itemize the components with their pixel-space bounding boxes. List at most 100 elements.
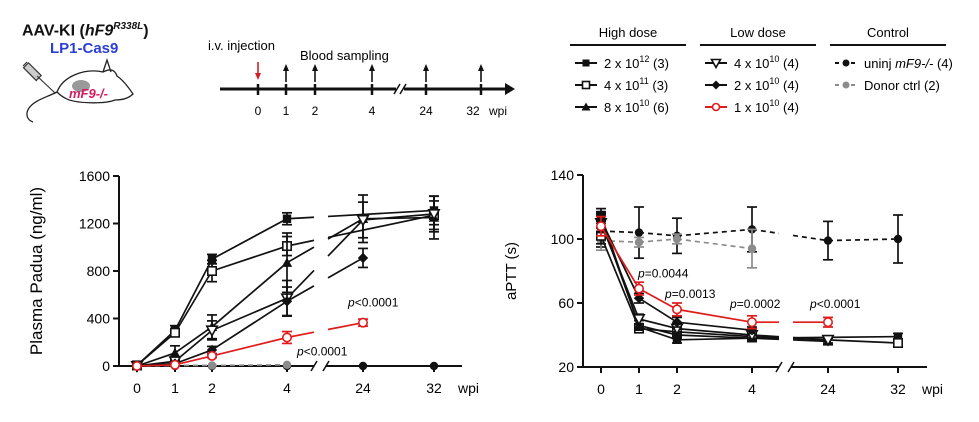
data-point-open-circle (746, 317, 757, 328)
series-line-segment (327, 321, 364, 331)
legend-item-text: uninj (864, 56, 895, 71)
legend-marker-open-inverted-triangle-icon (710, 58, 722, 70)
y-axis-title: Plasma Padua (ng/ml) (27, 187, 46, 355)
series-line-segment (792, 234, 829, 242)
series-line-segment (792, 335, 899, 339)
construct-gene: hF9 (84, 22, 114, 40)
series-line-segment (174, 349, 213, 365)
data-point-open-circle (281, 332, 292, 343)
series-line-segment (638, 297, 678, 323)
legend-marker-filled-triangle-icon (581, 102, 591, 111)
data-point-filled-circle (358, 361, 368, 371)
y-axis-title: aPTT (s) (503, 242, 520, 300)
data-point-filled-diamond (281, 296, 293, 307)
series-line-segment (827, 238, 899, 242)
legend-item-n: (3) (649, 78, 669, 93)
sampling-arrowhead-icon (478, 64, 484, 71)
legend-item-text: 2 x 10 (734, 78, 769, 93)
legend-item-label: 2 x 1010 (4) (734, 76, 799, 93)
legend-item-text: Donor ctrl (864, 78, 920, 93)
data-point-open-inverted-triangle (821, 334, 835, 347)
series-1-x-10-10-4 (596, 215, 833, 330)
series-line-segment (286, 285, 315, 303)
construct-prefix: AAV-KI ( (22, 22, 85, 40)
series-line-segment (327, 257, 364, 279)
series-line-segment (136, 352, 176, 367)
series-line-segment (751, 334, 780, 338)
series-line-segment (327, 214, 435, 239)
data-point-open-inverted-triangle (205, 325, 219, 338)
p-value-annotation: p=0.0013 (664, 287, 716, 301)
legend-item-exponent: 11 (639, 76, 648, 86)
series-line-segment (211, 297, 288, 332)
legend-item-label: 4 x 1010 (4) (734, 54, 799, 71)
p-value-symbol: p (296, 345, 304, 359)
mouse-illustration: mF9-/- (22, 58, 134, 123)
x-tick-label-0: 0 (133, 380, 141, 396)
series-line-segment (676, 238, 753, 250)
x-tick-label-1: 1 (635, 381, 643, 397)
p-value-symbol: p (664, 287, 672, 301)
series-line-segment (638, 324, 678, 336)
series-line-segment (211, 363, 288, 367)
legend-item: 2 x 1010 (4) (705, 76, 799, 93)
series-line-segment (676, 228, 753, 237)
legend-marker-filled-diamond-icon (711, 80, 721, 90)
series-line-segment (638, 318, 678, 330)
x-tick-label-2: 2 (673, 381, 681, 397)
data-point-open-circle (596, 221, 607, 232)
data-point-open-inverted-triangle (356, 214, 370, 227)
p-value-symbol: p (809, 297, 817, 311)
series-line-segment (676, 330, 753, 338)
axis-break-mark-icon (322, 360, 330, 372)
mouse-icon (26, 58, 134, 123)
legend-item-label: Donor ctrl (2) (864, 78, 940, 93)
data-point-open-circle (170, 359, 181, 370)
legend-item-label: 1 x 1010 (4) (734, 98, 799, 115)
series-line-segment (211, 300, 288, 351)
x-tick-label-32: 32 (426, 380, 442, 396)
series-line-segment (174, 329, 213, 362)
p-value-text: <0.0001 (355, 296, 399, 310)
x-tick-label-4: 4 (283, 380, 291, 396)
legend: High dose 2 x 1012 (3) 4 x 1011 (3) 8 x 101… (560, 20, 979, 130)
y-tick-label-20: 20 (558, 359, 574, 375)
series-4-x-10-11-3 (132, 200, 439, 371)
legend-item-italic: mF9-/- (895, 56, 934, 71)
construct-title: AAV-KI (hF9R338L) (22, 21, 149, 40)
legend-item-n: (4) (779, 56, 799, 71)
data-point-filled-circle (282, 360, 292, 370)
sampling-label: Blood sampling (300, 48, 389, 63)
data-point-open-square (207, 266, 218, 277)
series-line-segment (136, 332, 176, 367)
x-tick-label-0: 0 (597, 381, 605, 397)
series-line-segment (174, 326, 213, 354)
series-line-segment (327, 209, 435, 218)
series-line-segment (362, 213, 435, 221)
data-point-filled-square (893, 332, 903, 341)
y-tick-label-100: 100 (551, 231, 575, 247)
data-point-filled-circle (207, 361, 217, 370)
series-line-segment (211, 262, 288, 328)
data-point-filled-triangle (281, 257, 293, 267)
legend-item: 1 x 1010 (4) (705, 98, 799, 115)
sampling-arrowhead-icon (423, 64, 429, 71)
series-line-segment (286, 216, 315, 220)
p-value-text: <0.0001 (304, 345, 348, 359)
legend-marker-filled-circle-icon (842, 59, 850, 67)
series-line-segment (676, 327, 753, 336)
series-line-segment (600, 225, 640, 290)
data-point-filled-circle (634, 228, 644, 237)
p-value-text: =0.0044 (645, 266, 689, 280)
legend-item-exponent: 10 (769, 54, 779, 64)
y-tick-label-140: 140 (551, 167, 575, 183)
legend-item-n: (3) (649, 56, 669, 71)
timeline-tick-label-4: 4 (369, 104, 376, 118)
data-point-open-circle (357, 317, 368, 328)
series-line-segment (211, 245, 288, 272)
construct-mutation: R338L (113, 21, 144, 32)
injection-label: i.v. injection (208, 38, 275, 53)
timeline-tick-label-2: 2 (312, 104, 319, 118)
